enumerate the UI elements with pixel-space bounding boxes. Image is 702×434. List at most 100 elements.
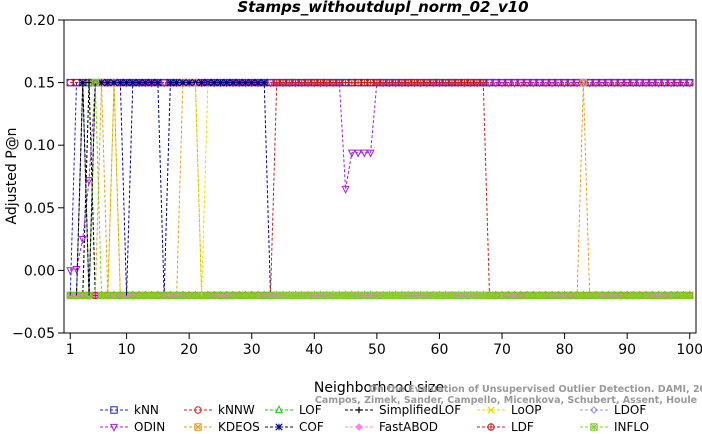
data-point-ldf-54 bbox=[398, 78, 406, 87]
data-point-ldf-59 bbox=[429, 78, 437, 87]
data-point-inflo-65 bbox=[467, 291, 475, 300]
data-point-inflo-51 bbox=[379, 291, 387, 300]
x-tick-label: 100 bbox=[676, 342, 702, 358]
chart-title: Stamps_withoutdupl_norm_02_v10 bbox=[237, 0, 528, 16]
data-point-odin-84 bbox=[585, 79, 594, 88]
data-point-inflo-83 bbox=[579, 291, 588, 300]
data-point-inflo-47 bbox=[354, 291, 362, 300]
data-point-inflo-25 bbox=[216, 291, 225, 300]
data-point-odin-71 bbox=[504, 79, 513, 88]
data-point-inflo-66 bbox=[473, 291, 481, 300]
data-point-odin-72 bbox=[510, 79, 519, 88]
data-point-odin-81 bbox=[566, 79, 575, 88]
data-point-inflo-57 bbox=[416, 291, 425, 300]
spike-line-simplifiedlof bbox=[76, 82, 96, 296]
data-point-odin-95 bbox=[654, 79, 663, 88]
data-point-cof-11 bbox=[129, 79, 137, 87]
data-point-odin-33 bbox=[266, 79, 275, 88]
data-point-simplifiedlof-4 bbox=[85, 79, 93, 86]
data-point-odin-46 bbox=[347, 149, 356, 158]
data-point-ldf-45 bbox=[341, 78, 350, 87]
y-axis-label: Adjusted P@n bbox=[4, 127, 20, 224]
data-point-odin-45 bbox=[341, 185, 350, 194]
data-point-inflo-56 bbox=[410, 291, 419, 300]
data-point-inflo-54 bbox=[398, 291, 406, 300]
data-point-ldf-60 bbox=[435, 78, 444, 87]
plot-frame bbox=[63, 19, 697, 334]
data-point-ldf-56 bbox=[410, 78, 419, 87]
data-point-odin-1 bbox=[66, 267, 75, 276]
data-point-kdeos-83 bbox=[579, 78, 588, 87]
data-point-odin-86 bbox=[598, 79, 607, 88]
legend-marker bbox=[355, 423, 363, 431]
data-point-ldf-64 bbox=[460, 78, 469, 87]
series-ldf bbox=[66, 78, 694, 300]
data-point-cof-28 bbox=[235, 79, 243, 87]
data-point-inflo-40 bbox=[310, 291, 318, 300]
data-point-inflo-94 bbox=[648, 291, 656, 300]
x-axis-label: Neighborhood size bbox=[314, 380, 444, 396]
data-point-inflo-60 bbox=[435, 291, 444, 300]
data-point-inflo-82 bbox=[573, 291, 581, 300]
x-tick-label: 80 bbox=[556, 342, 574, 358]
data-point-ldf-39 bbox=[304, 78, 312, 87]
x-tick-label: 10 bbox=[118, 342, 136, 358]
spike-line-knn bbox=[69, 82, 78, 296]
data-point-inflo-46 bbox=[348, 291, 356, 300]
data-point-cof-10 bbox=[122, 79, 131, 87]
data-point-ldf-53 bbox=[391, 78, 400, 87]
x-tick-label: 90 bbox=[618, 342, 636, 358]
legend-item-knn: kNN bbox=[100, 403, 159, 417]
data-point-ldf-44 bbox=[335, 78, 344, 87]
data-point-odin-87 bbox=[604, 79, 613, 88]
data-point-inflo-14 bbox=[147, 291, 156, 300]
data-point-cof-26 bbox=[223, 79, 231, 87]
data-point-inflo-23 bbox=[204, 291, 212, 300]
data-point-odin-4 bbox=[85, 177, 94, 186]
series-line-odin bbox=[70, 82, 690, 271]
data-point-inflo-80 bbox=[560, 291, 569, 300]
data-point-inflo-5 bbox=[91, 78, 99, 87]
data-point-inflo-64 bbox=[460, 291, 469, 300]
data-point-odin-73 bbox=[516, 79, 525, 88]
legend-label: LDOF bbox=[614, 403, 646, 417]
data-point-cof-6 bbox=[97, 79, 106, 87]
data-point-ldf-38 bbox=[298, 78, 306, 87]
y-tick-label: 0.00 bbox=[24, 263, 55, 279]
data-point-inflo-31 bbox=[254, 291, 262, 300]
data-point-inflo-32 bbox=[260, 291, 268, 300]
data-point-odin-77 bbox=[541, 79, 550, 88]
data-point-inflo-93 bbox=[642, 291, 650, 300]
data-point-inflo-87 bbox=[604, 291, 613, 300]
data-point-odin-79 bbox=[554, 79, 563, 88]
spike-knn bbox=[69, 82, 78, 296]
data-point-odin-69 bbox=[491, 79, 500, 88]
legend-item-odin: ODIN bbox=[100, 420, 165, 434]
data-point-inflo-17 bbox=[166, 291, 175, 300]
data-point-inflo-18 bbox=[172, 291, 181, 300]
data-point-ldf-36 bbox=[285, 78, 293, 87]
data-point-cof-21 bbox=[191, 79, 199, 87]
data-point-inflo-49 bbox=[366, 291, 375, 300]
data-point-inflo-70 bbox=[498, 291, 506, 300]
legend-item-knnw: kNNW bbox=[184, 403, 255, 417]
data-point-odin-96 bbox=[660, 79, 669, 88]
data-point-cof-30 bbox=[248, 79, 256, 87]
x-tick-label: 40 bbox=[305, 342, 323, 358]
data-point-odin-68 bbox=[485, 79, 494, 88]
data-point-inflo-28 bbox=[235, 291, 243, 300]
legend-label: KDEOS bbox=[218, 420, 260, 434]
data-point-cof-7 bbox=[104, 79, 112, 87]
data-point-cof-27 bbox=[229, 79, 237, 87]
data-point-inflo-21 bbox=[191, 291, 200, 300]
data-point-inflo-81 bbox=[567, 291, 575, 300]
data-point-cof-12 bbox=[135, 79, 143, 87]
data-point-inflo-88 bbox=[610, 291, 619, 300]
data-point-ldf-48 bbox=[360, 78, 369, 87]
data-point-inflo-72 bbox=[510, 291, 519, 300]
data-point-inflo-59 bbox=[429, 291, 437, 300]
legend-label: LDF bbox=[511, 420, 534, 434]
data-point-ldf-52 bbox=[385, 78, 394, 87]
legend-marker bbox=[275, 423, 283, 431]
data-point-cof-22 bbox=[198, 79, 206, 87]
